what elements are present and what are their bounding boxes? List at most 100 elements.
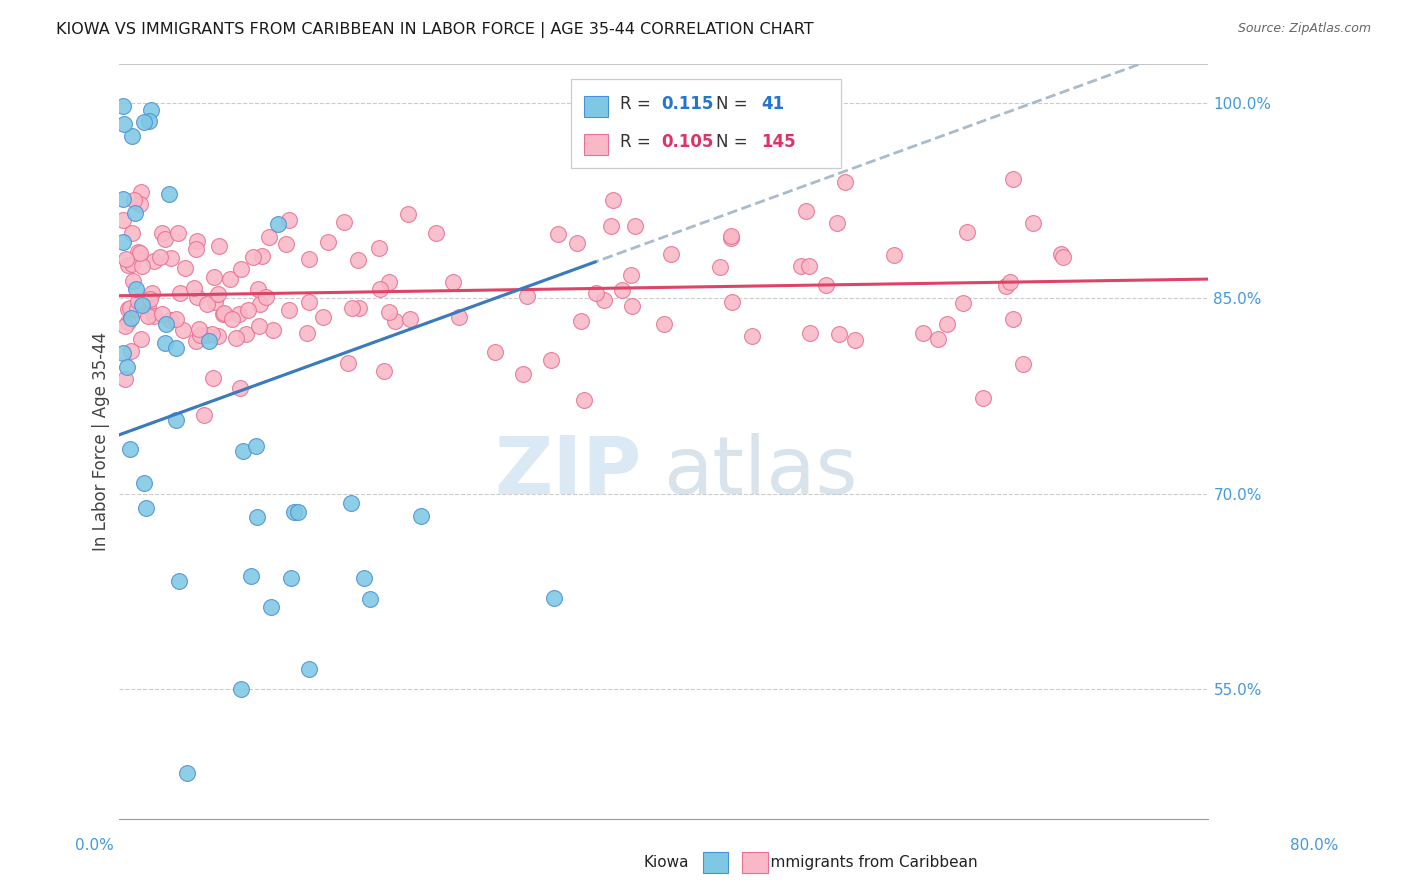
- Point: [238, 302, 260, 317]
- Point: [193, 409, 215, 423]
- Point: [229, 261, 252, 276]
- Point: [720, 229, 742, 244]
- Point: [228, 381, 250, 395]
- Y-axis label: In Labor Force | Age 35-44: In Labor Force | Age 35-44: [93, 332, 110, 551]
- Point: [117, 302, 139, 317]
- Point: [202, 270, 225, 285]
- Point: [1002, 171, 1025, 186]
- Point: [367, 241, 389, 255]
- Point: [127, 245, 149, 260]
- Point: [516, 289, 538, 303]
- Point: [340, 496, 363, 510]
- Point: [195, 328, 218, 343]
- Point: [799, 259, 821, 273]
- Point: [245, 439, 267, 453]
- Point: [121, 227, 143, 241]
- FancyBboxPatch shape: [571, 79, 841, 169]
- Point: [298, 252, 321, 267]
- Point: [121, 129, 143, 144]
- Point: [207, 328, 229, 343]
- Point: [543, 591, 565, 605]
- Point: [111, 213, 134, 227]
- Point: [624, 219, 647, 234]
- Point: [125, 301, 148, 316]
- FancyBboxPatch shape: [583, 95, 607, 117]
- Point: [484, 345, 506, 359]
- Point: [131, 260, 153, 274]
- Point: [799, 326, 821, 340]
- Point: [298, 662, 321, 676]
- Point: [129, 197, 152, 211]
- Point: [659, 246, 682, 260]
- Text: Immigrants from Caribbean: Immigrants from Caribbean: [766, 855, 979, 870]
- Point: [132, 475, 155, 490]
- Text: ZIP: ZIP: [495, 433, 641, 511]
- Point: [129, 332, 152, 346]
- Point: [409, 509, 432, 524]
- Point: [266, 218, 288, 232]
- Point: [188, 328, 211, 343]
- Point: [188, 322, 211, 336]
- Point: [155, 336, 177, 351]
- Point: [384, 314, 406, 328]
- Point: [184, 242, 207, 256]
- Point: [276, 237, 298, 252]
- Point: [117, 258, 139, 272]
- Point: [602, 193, 624, 207]
- Point: [167, 226, 190, 240]
- Text: atlas: atlas: [664, 433, 858, 511]
- Point: [250, 249, 273, 263]
- Point: [347, 252, 370, 267]
- Point: [952, 295, 974, 310]
- Point: [396, 207, 419, 221]
- Text: KIOWA VS IMMIGRANTS FROM CARIBBEAN IN LABOR FORCE | AGE 35-44 CORRELATION CHART: KIOWA VS IMMIGRANTS FROM CARIBBEAN IN LA…: [56, 22, 814, 38]
- Point: [572, 393, 595, 408]
- Text: R =: R =: [620, 133, 651, 151]
- Point: [195, 297, 218, 311]
- Point: [129, 246, 152, 260]
- Point: [246, 510, 269, 524]
- Point: [995, 279, 1018, 293]
- Point: [208, 239, 231, 253]
- Point: [111, 235, 134, 250]
- Point: [399, 312, 422, 326]
- FancyBboxPatch shape: [583, 134, 607, 154]
- Point: [1000, 275, 1022, 289]
- Point: [232, 443, 254, 458]
- Text: 0.105: 0.105: [661, 133, 713, 151]
- Point: [167, 574, 190, 589]
- Point: [316, 235, 339, 249]
- Text: 145: 145: [761, 133, 796, 151]
- Point: [425, 226, 447, 240]
- Point: [337, 356, 360, 370]
- Point: [136, 300, 159, 314]
- Point: [449, 310, 471, 325]
- Point: [138, 113, 160, 128]
- Point: [585, 285, 607, 300]
- Point: [1002, 312, 1025, 326]
- Point: [115, 359, 138, 374]
- Point: [260, 600, 283, 615]
- Point: [295, 326, 318, 340]
- Point: [353, 571, 375, 585]
- Point: [652, 318, 675, 332]
- Text: 0.115: 0.115: [661, 95, 713, 113]
- Point: [247, 282, 270, 296]
- Point: [540, 353, 562, 368]
- Point: [239, 569, 262, 583]
- Point: [139, 292, 162, 306]
- Point: [160, 251, 183, 265]
- Point: [342, 301, 364, 316]
- Point: [231, 681, 253, 696]
- Point: [127, 293, 149, 308]
- Point: [359, 591, 381, 606]
- Point: [565, 236, 588, 251]
- Point: [124, 206, 146, 220]
- Point: [141, 286, 163, 301]
- Point: [159, 313, 181, 327]
- Point: [1050, 247, 1073, 261]
- Point: [828, 326, 851, 341]
- Point: [165, 342, 187, 356]
- Point: [115, 252, 138, 266]
- Point: [297, 294, 319, 309]
